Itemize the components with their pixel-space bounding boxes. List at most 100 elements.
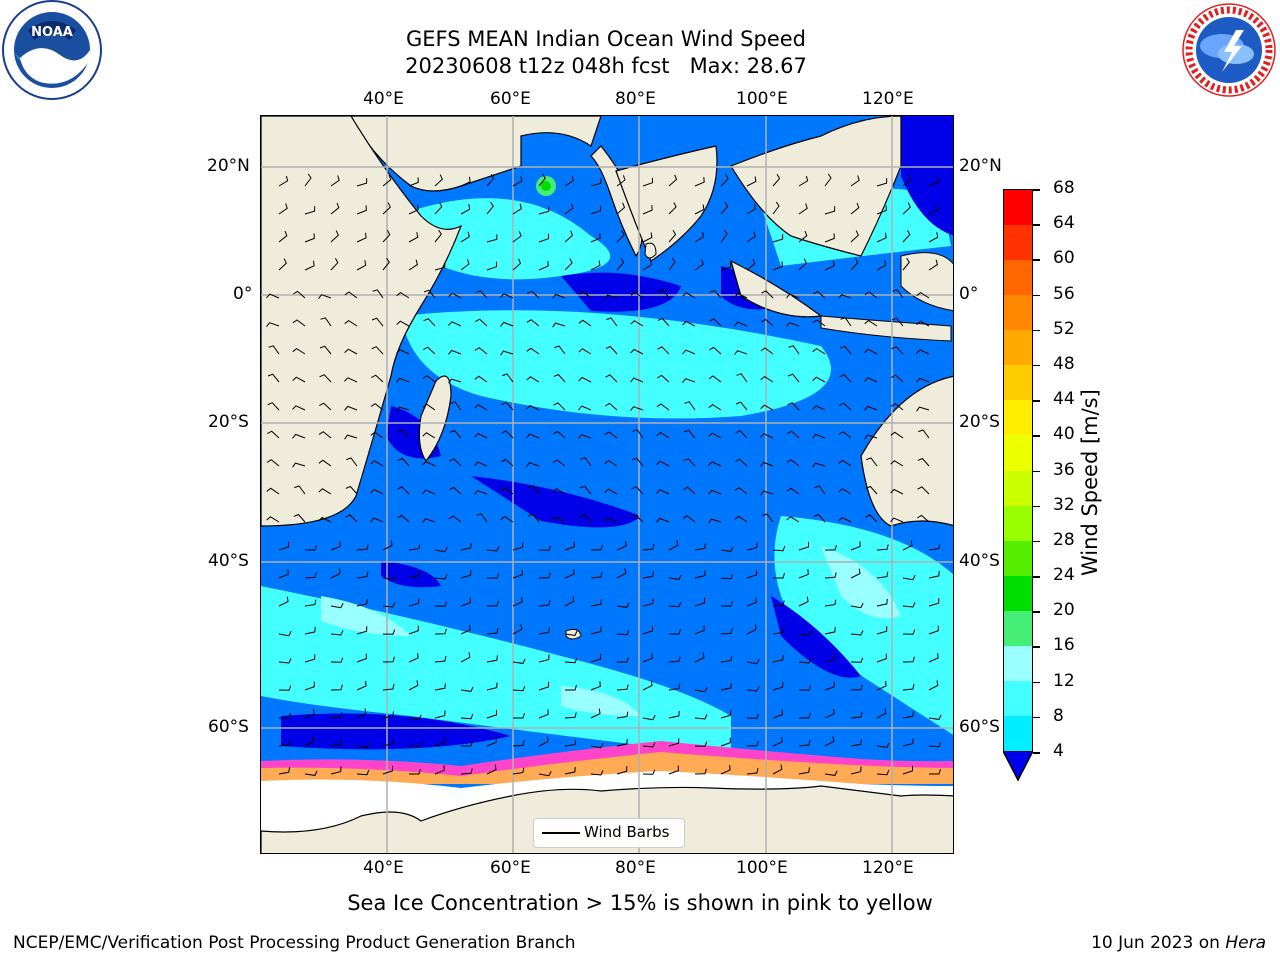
wind-barb <box>486 234 498 243</box>
colorbar-tick-label: 56 <box>1053 283 1075 304</box>
wind-barb <box>616 711 629 719</box>
wind-barb <box>902 738 914 747</box>
wind-barb <box>460 259 470 271</box>
wind-barb <box>928 232 939 243</box>
wind-barb <box>735 458 748 467</box>
wind-barb <box>694 177 705 187</box>
wind-barb <box>656 374 670 383</box>
lon-tick-top: 80°E <box>615 89 656 109</box>
wind-barb <box>694 652 705 663</box>
wind-barb <box>293 513 306 523</box>
wind-barb <box>630 406 644 411</box>
wind-barb <box>798 230 808 243</box>
wind-barb <box>486 546 500 552</box>
lat-tick-left: 40°S <box>208 551 249 571</box>
wind-barb <box>371 317 384 327</box>
wind-barb <box>824 173 832 187</box>
wind-barb <box>304 206 316 215</box>
wind-barb <box>500 350 514 356</box>
wind-barb <box>876 544 889 551</box>
wind-barb <box>344 348 358 355</box>
wind-barb <box>682 515 696 523</box>
wind-barb <box>564 630 578 636</box>
wind-barb <box>642 680 653 691</box>
wind-barb <box>656 460 670 467</box>
wind-barb <box>512 258 522 271</box>
wind-barb <box>460 624 471 635</box>
wind-barb <box>564 596 575 607</box>
wind-barb <box>553 402 566 411</box>
wind-barb <box>746 569 757 579</box>
wind-barb <box>486 764 497 775</box>
wind-barb <box>330 739 342 747</box>
wind-barb <box>318 294 332 299</box>
wind-barb <box>512 596 523 607</box>
colorbar-swatch <box>1004 365 1032 401</box>
wind-barb <box>890 431 904 439</box>
wind-barb <box>786 516 800 523</box>
wind-barb <box>448 292 462 299</box>
wind-barb <box>382 656 395 663</box>
wind-barb <box>720 229 728 243</box>
wind-barb <box>786 322 800 327</box>
wind-barb <box>538 709 549 719</box>
wind-barb <box>460 231 470 243</box>
colorbar-tick-label: 16 <box>1053 635 1075 656</box>
wind-barb <box>448 486 462 495</box>
wind-barb <box>616 257 625 271</box>
wind-barb <box>604 459 618 467</box>
wind-barb <box>564 766 576 775</box>
wind-barb <box>798 258 807 271</box>
wind-barb <box>604 488 618 495</box>
wind-barb <box>434 765 445 775</box>
wind-barb <box>720 628 733 635</box>
wind-barb <box>564 230 574 243</box>
wind-barb <box>552 459 566 467</box>
nws-logo <box>1182 3 1276 97</box>
wind-barb <box>382 765 393 775</box>
wind-barb <box>798 569 809 579</box>
colorbar <box>1003 189 1033 752</box>
wind-barb <box>580 457 592 467</box>
colorbar-tick-label: 4 <box>1053 741 1064 761</box>
wind-barb <box>408 625 419 635</box>
colorbar-tick <box>1033 716 1040 719</box>
wind-barb <box>891 317 904 327</box>
wind-barb <box>423 346 436 355</box>
wind-barb <box>668 229 677 243</box>
lon-tick-bottom: 100°E <box>736 858 788 878</box>
colorbar-extend-arrow <box>1003 751 1033 781</box>
lat-tick-left: 60°S <box>208 717 249 737</box>
colorbar-tick <box>1033 505 1040 508</box>
wind-barb <box>434 710 446 719</box>
wind-barb <box>734 321 748 327</box>
wind-barb <box>656 517 670 523</box>
wind-barb <box>642 769 656 775</box>
map-gridlines <box>261 116 953 853</box>
wind-barb <box>928 652 939 663</box>
sea-ice-note: Sea Ice Concentration > 15% is shown in … <box>347 891 933 915</box>
lon-tick-bottom: 40°E <box>363 858 404 878</box>
wind-barb <box>668 202 677 215</box>
wind-barb <box>578 348 592 355</box>
wind-barb <box>694 543 706 551</box>
wind-barb <box>527 290 540 299</box>
lat-tick-right: 0° <box>959 284 979 304</box>
wind-barb <box>590 653 601 663</box>
wind-barb <box>382 683 395 691</box>
wind-barb <box>902 257 910 271</box>
wind-barb <box>486 737 497 747</box>
wind-barb <box>890 488 904 495</box>
wind-barb <box>694 570 706 579</box>
wind-barb <box>824 599 837 607</box>
wind-barb <box>396 320 410 327</box>
colorbar-swatch <box>1004 295 1032 331</box>
wind-barb <box>371 346 384 355</box>
wind-barb <box>824 233 835 243</box>
wind-barb <box>864 291 878 299</box>
wind-barb <box>345 485 358 495</box>
wind-barb <box>422 432 436 439</box>
wind-barb <box>578 319 592 327</box>
wind-barb <box>486 201 494 215</box>
wind-barb <box>434 202 443 215</box>
